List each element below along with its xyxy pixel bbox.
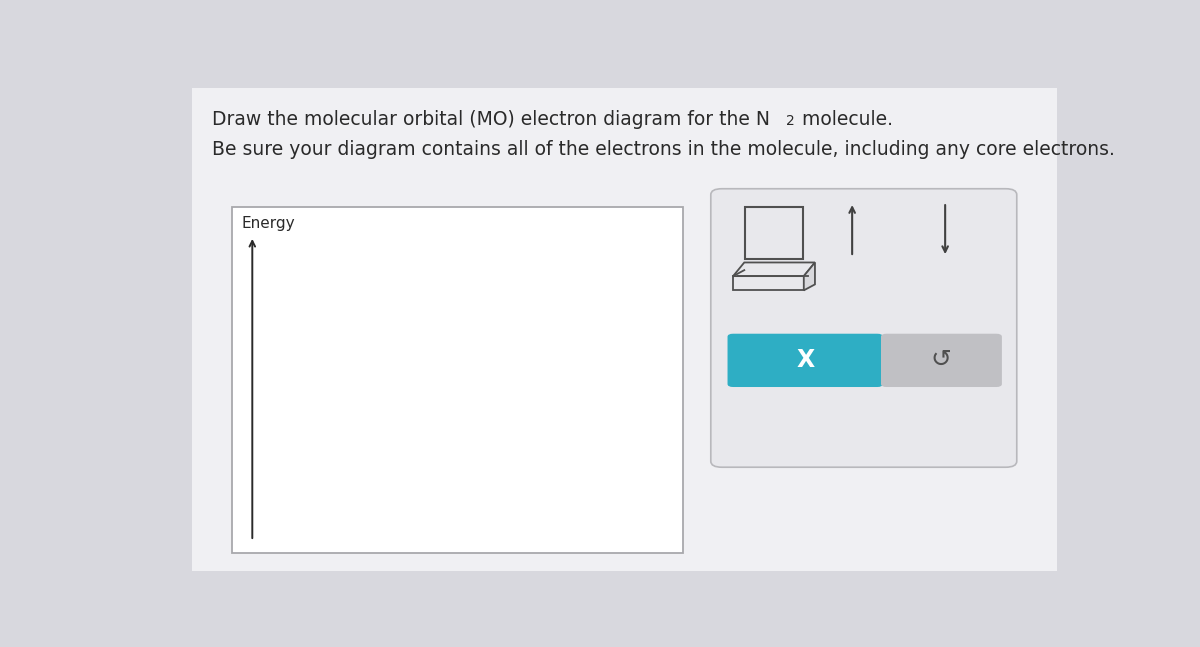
FancyBboxPatch shape	[192, 87, 1057, 571]
Text: 2: 2	[786, 113, 794, 127]
Text: Energy: Energy	[241, 216, 295, 231]
Text: ↺: ↺	[931, 348, 952, 373]
Text: molecule.: molecule.	[797, 110, 893, 129]
FancyBboxPatch shape	[745, 207, 803, 259]
Text: Draw the molecular orbital (MO) electron diagram for the N: Draw the molecular orbital (MO) electron…	[212, 110, 770, 129]
Text: X: X	[796, 348, 815, 373]
Polygon shape	[733, 263, 815, 276]
FancyBboxPatch shape	[881, 334, 1002, 387]
FancyBboxPatch shape	[727, 334, 883, 387]
FancyBboxPatch shape	[232, 207, 683, 553]
FancyBboxPatch shape	[710, 189, 1016, 467]
Text: Be sure your diagram contains all of the electrons in the molecule, including an: Be sure your diagram contains all of the…	[212, 140, 1115, 159]
Polygon shape	[804, 263, 815, 291]
Polygon shape	[733, 276, 804, 291]
